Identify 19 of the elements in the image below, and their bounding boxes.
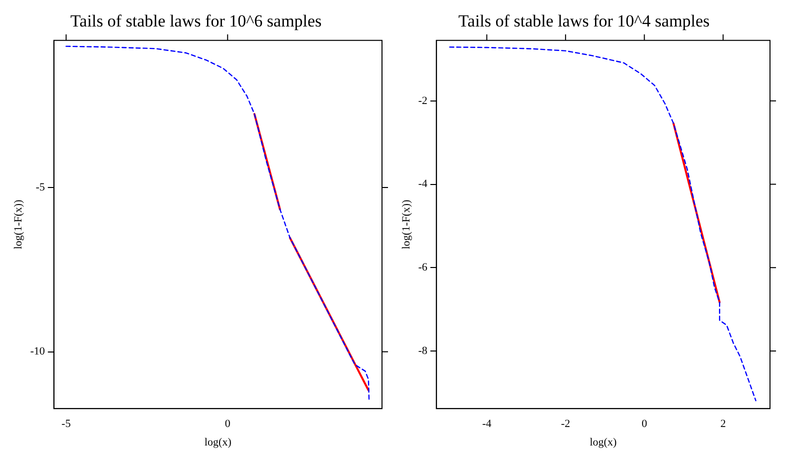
x-axis-title: log(x) <box>204 436 232 448</box>
line-series <box>449 46 756 402</box>
y-axis-title: log(1-F(x)) <box>12 199 24 250</box>
line-series <box>66 46 370 402</box>
chart-title: Tails of stable laws for 10^4 samples <box>458 12 710 31</box>
y-tick-label: -4 <box>418 178 428 190</box>
x-tick-label: 2 <box>720 418 726 430</box>
y-tick-label: -8 <box>418 344 428 357</box>
x-tick-label: -5 <box>62 418 72 430</box>
chart-title: Tails of stable laws for 10^6 samples <box>70 12 322 31</box>
x-tick-label: 0 <box>642 418 648 430</box>
x-axis-title: log(x) <box>590 436 617 448</box>
y-axis-title: log(1-F(x)) <box>400 199 412 250</box>
x-tick-label: 0 <box>224 418 231 430</box>
y-tick-label: -10 <box>30 346 46 358</box>
y-tick-label: -2 <box>418 94 428 107</box>
x-tick-label: -4 <box>482 418 492 430</box>
x-tick-label: -2 <box>560 418 570 430</box>
y-tick-label: -6 <box>418 262 428 274</box>
